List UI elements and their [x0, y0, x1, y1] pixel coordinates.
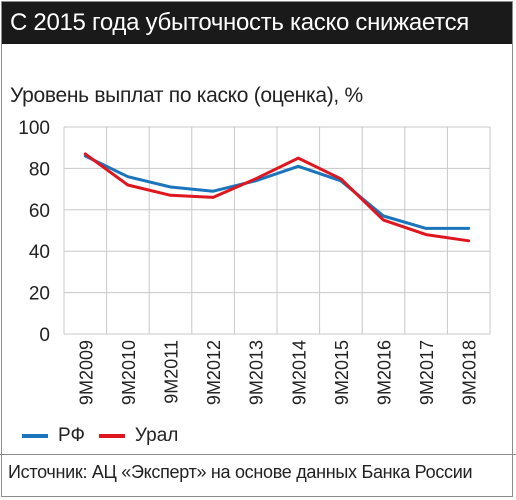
legend-swatch-ural: [98, 434, 125, 438]
series-lines: [83, 152, 471, 243]
x-tick-label: 9M2015: [332, 340, 352, 405]
y-tick-label: 80: [29, 159, 50, 180]
x-tick-label: 9M2016: [375, 340, 395, 405]
x-tick-label: 9M2018: [460, 340, 480, 405]
legend-item-ural: Урал: [98, 425, 179, 447]
series-line-ural: [83, 152, 471, 243]
x-tick-label: 9M2012: [204, 340, 224, 405]
legend-label-rf: РФ: [58, 425, 85, 446]
y-tick-label: 0: [39, 325, 50, 346]
series-line-rf: [83, 154, 471, 230]
x-axis-ticks: 9M2009 9M2010 9M2011 9M2012 9M2013 9M2014 9M20…: [76, 340, 479, 405]
chart-title: Уровень выплат по каско (оценка), %: [10, 84, 363, 107]
x-tick-label: 9M2013: [247, 340, 267, 405]
grid: [63, 126, 491, 335]
legend-item-rf: РФ: [22, 425, 85, 447]
x-tick-label: 9M2011: [162, 340, 182, 404]
y-tick-label: 20: [29, 284, 50, 305]
legend-swatch-rf: [22, 434, 48, 438]
y-tick-label: 100: [18, 118, 50, 139]
source-note: Источник: АЦ «Эксперт» на основе данных …: [8, 462, 473, 482]
y-tick-label: 60: [29, 201, 50, 222]
x-tick-label: 9M2014: [289, 340, 309, 405]
chart-header: С 2015 года убыточность каско снижается: [2, 2, 512, 44]
y-tick-label: 40: [29, 242, 50, 263]
x-tick-label: 9M2009: [76, 340, 96, 405]
x-tick-label: 9M2017: [417, 340, 437, 405]
y-axis-ticks: 0 20 40 60 80 100: [18, 118, 50, 346]
legend-label-ural: Урал: [134, 425, 179, 446]
legend: РФ Урал: [22, 425, 192, 447]
x-tick-label: 9M2010: [119, 340, 139, 405]
footer-divider: [0, 454, 516, 455]
